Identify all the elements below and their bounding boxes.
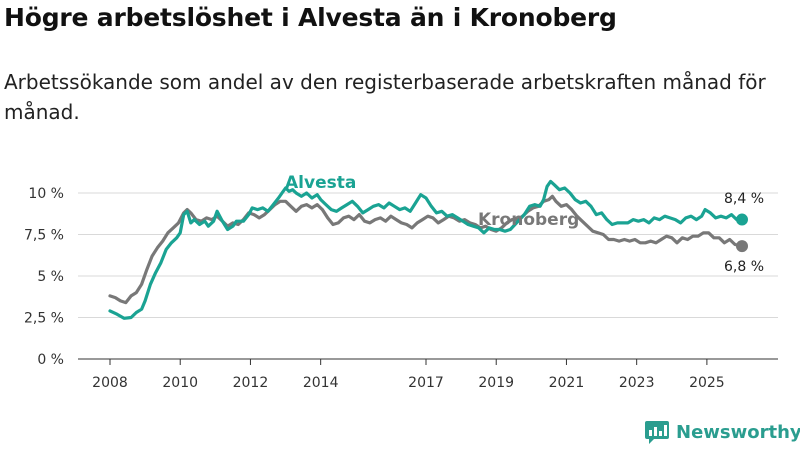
series-labels: Alvesta Kronoberg 8,4 % 6,8 % — [285, 173, 764, 275]
series-line-alvesta — [108, 179, 744, 320]
x-tick-label: 2014 — [303, 375, 339, 391]
newsworthy-logo-icon — [645, 421, 669, 444]
chart-subtitle: Arbetssökande som andel av den registerb… — [4, 70, 766, 124]
series-lines — [108, 179, 748, 320]
x-tick-label: 2012 — [233, 375, 269, 391]
x-tick-label: 2025 — [689, 375, 725, 391]
x-tick-label: 2010 — [162, 375, 198, 391]
y-tick-label: 0 % — [37, 352, 64, 368]
chart-title: Högre arbetslöshet i Alvesta än i Kronob… — [4, 3, 617, 32]
brand-logo: Newsworthy — [644, 419, 800, 445]
axes: 0 % 2,5 % 5 % 7,5 % 10 % 2008 2010 2012 2014 2017… — [24, 186, 778, 391]
end-point-alvesta — [736, 213, 748, 226]
x-tick-label: 2023 — [619, 375, 655, 391]
x-tick-label: 2008 — [92, 375, 128, 391]
y-tick-label: 7,5 % — [24, 228, 64, 244]
x-tick-label: 2021 — [549, 375, 585, 391]
series-label-kronoberg: Kronoberg — [478, 210, 579, 230]
brand-name: Newsworthy — [676, 421, 800, 443]
series-label-alvesta: Alvesta — [285, 173, 356, 193]
x-tick-label: 2017 — [408, 375, 444, 391]
y-tick-label: 2,5 % — [24, 311, 64, 327]
end-label-alvesta: 8,4 % — [724, 191, 764, 207]
x-tick-label: 2019 — [478, 375, 514, 391]
y-tick-label: 10 % — [28, 186, 64, 202]
end-label-kronoberg: 6,8 % — [724, 259, 764, 275]
y-tick-label: 5 % — [37, 269, 64, 285]
end-point-kronoberg — [736, 240, 748, 253]
series-line-kronoberg — [108, 194, 744, 305]
